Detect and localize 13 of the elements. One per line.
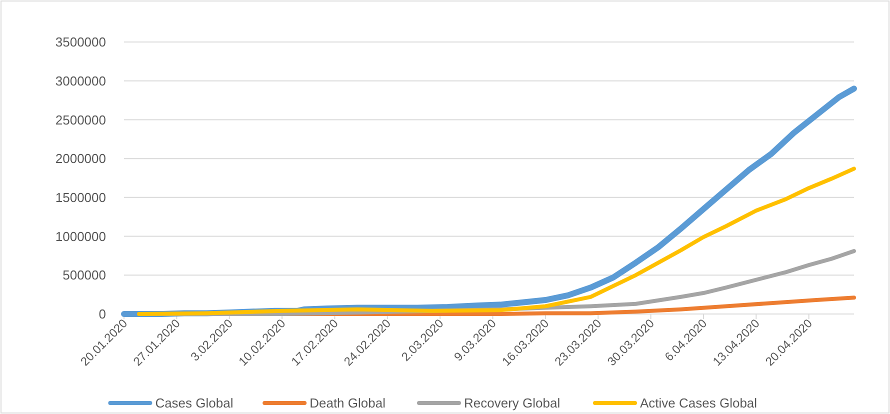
y-tick-label: 500000: [62, 268, 106, 283]
y-tick-label: 1000000: [55, 228, 106, 244]
legend-label: Active Cases Global: [640, 396, 758, 411]
legend-label: Cases Global: [155, 396, 234, 411]
line-series: [137, 166, 856, 316]
legend-label: Recovery Global: [464, 396, 560, 411]
y-tick-label: 2000000: [55, 151, 106, 166]
y-tick-label: 2500000: [55, 112, 106, 128]
y-tick-label: 1500000: [55, 190, 106, 205]
y-tick-label: 0: [98, 306, 106, 322]
y-tick-label: 3000000: [55, 73, 106, 88]
legend-label: Death Global: [310, 396, 386, 411]
y-tick-label: 3500000: [55, 34, 106, 50]
